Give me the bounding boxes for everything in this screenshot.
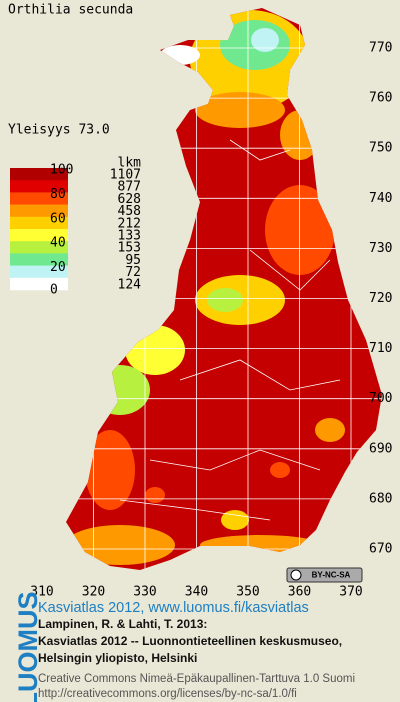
legend-swatch [10,253,68,266]
legend-count: 1107 [110,168,141,183]
y-grid-label: 740 [369,191,392,206]
cc-badge-text: BY-NC-SA [312,571,351,580]
legend-swatch [10,180,68,193]
legend-swatch [10,216,68,230]
citation-line: Kasviatlas 2012 -- Luonnontieteellinen k… [38,634,342,648]
y-grid-label: 720 [369,291,392,306]
y-grid-label: 730 [369,241,392,256]
patch [85,430,135,510]
legend-count: 95 [125,253,141,268]
legend-scale-label: 0 [50,283,58,298]
patch [270,462,290,478]
legend-scale-label: 80 [50,187,66,202]
logo: LUOMUS [13,592,43,702]
legend-count: 153 [118,241,141,256]
legend-scale-label: 100 [50,163,73,178]
license-line: Creative Commons Nimeä-Epäkaupallinen-Ta… [38,673,355,685]
x-grid-label: 340 [185,585,208,600]
y-grid-label: 670 [369,542,392,557]
patch [145,487,165,503]
patch [251,28,279,52]
legend-count: 458 [118,204,141,219]
license-line: http://creativecommons.org/licenses/by-n… [38,688,297,700]
legend-count: 877 [118,180,141,195]
y-grid-label: 680 [369,491,392,506]
citation-line: Helsingin yliopisto, Helsinki [38,651,197,665]
x-grid-label: 350 [236,585,259,600]
legend-swatch [10,277,68,291]
y-grid-label: 710 [369,341,392,356]
patch [265,185,335,275]
cc-icon [290,569,302,581]
legend-scale-label: 60 [50,211,66,226]
legend-count: 72 [125,265,141,280]
x-grid-label: 360 [288,585,311,600]
species-title: Orthilia secunda [8,3,133,18]
legend-swatch [10,265,68,279]
legend-scale-label: 40 [50,236,66,251]
y-grid-label: 770 [369,41,392,56]
citation-line: Lampinen, R. & Lahti, T. 2013: [38,617,207,631]
x-grid-label: 370 [339,585,362,600]
patch [221,510,249,530]
patch [207,288,243,312]
legend-swatch [10,204,68,218]
y-grid-label: 760 [369,91,392,106]
legend-count: 212 [118,216,141,231]
legend-count: 124 [118,277,142,292]
legend-swatch [10,241,68,254]
x-grid-label: 310 [30,585,53,600]
patch [315,418,345,442]
legend-swatch [10,168,68,181]
y-grid-label: 700 [369,391,392,406]
cc-badge [286,567,363,583]
legend-count: 628 [118,192,141,207]
y-grid-label: 750 [369,141,392,156]
footer-link: Kasviatlas 2012, www.luomus.fi/kasviatla… [38,600,309,616]
region-borders [119,139,341,521]
patch [195,92,285,128]
frequency: Yleisyys 73.0 [8,123,110,138]
legend-swatch [10,192,68,205]
patch [66,525,175,565]
x-grid-label: 330 [133,585,156,600]
legend-swatch [10,229,68,242]
y-grid-label: 690 [369,441,392,456]
legend-scale-label: 20 [50,260,66,275]
legend-count-header: lkm [118,156,142,171]
x-grid-label: 320 [82,585,105,600]
legend-count: 133 [118,229,141,244]
